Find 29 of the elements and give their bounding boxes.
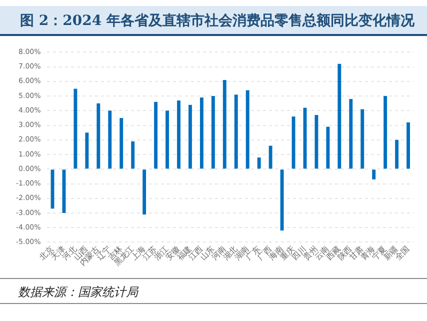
bar [234, 94, 238, 169]
bar [257, 157, 261, 169]
bar [406, 122, 410, 169]
bar [349, 98, 353, 169]
bar [108, 110, 112, 169]
bar [131, 141, 135, 169]
bar [200, 98, 204, 169]
bar [222, 80, 226, 169]
bar [154, 102, 158, 169]
bar [372, 170, 376, 180]
bar [268, 146, 272, 169]
bar [246, 90, 250, 169]
bar [120, 118, 124, 169]
bar [395, 140, 399, 169]
bar [338, 64, 342, 169]
bar [96, 103, 100, 169]
source-note: 数据来源：国家统计局 [0, 278, 427, 304]
bar [188, 104, 192, 169]
bar [384, 96, 388, 169]
bar [314, 115, 318, 169]
bar [326, 126, 330, 169]
bar [142, 170, 146, 214]
chart-title: 图 2：2024 年各省及直辖市社会消费品零售总额同比变化情况 [0, 6, 427, 36]
bar [166, 110, 169, 169]
bar [360, 109, 364, 169]
bar [177, 100, 180, 169]
bar [85, 132, 89, 169]
bar [74, 88, 78, 169]
bar [211, 96, 215, 169]
